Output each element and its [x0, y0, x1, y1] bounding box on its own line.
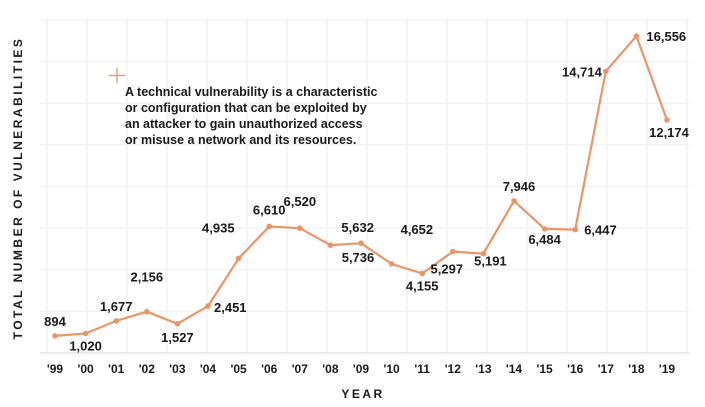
data-point [388, 261, 395, 267]
data-label: 4,935 [202, 221, 235, 236]
x-tick-label: '18 [628, 362, 645, 376]
x-tick-label: '00 [77, 362, 94, 376]
x-tick-label: '12 [445, 362, 462, 376]
data-label: 6,520 [284, 194, 317, 209]
data-label: 6,447 [584, 223, 617, 238]
y-axis-title: TOTAL NUMBER OF VULNERABILITIES [11, 37, 25, 340]
data-point [297, 225, 303, 231]
data-point [174, 320, 181, 327]
data-label: 5,632 [341, 220, 374, 235]
data-label: 7,946 [503, 179, 536, 194]
data-point [144, 308, 150, 315]
data-label: 14,714 [562, 64, 603, 79]
data-label: 2,156 [131, 270, 164, 285]
x-tick-label: '11 [414, 362, 430, 376]
x-tick-label: '16 [567, 362, 584, 376]
data-point [327, 242, 334, 248]
x-tick-label: '19 [659, 362, 676, 376]
data-labels: 8941,0201,6772,1561,5272,4514,9356,6106,… [44, 29, 690, 353]
x-tick-label: '13 [475, 362, 492, 376]
data-point [450, 248, 456, 255]
data-point [266, 223, 273, 230]
crosshair-marker-icon [109, 67, 125, 84]
annotation-line-2: or configuration that can be exploited b… [125, 101, 367, 115]
chart-grid [40, 18, 690, 354]
data-point [419, 270, 426, 277]
x-tick-label: '01 [108, 362, 125, 376]
annotation-line-4: or misuse a network and its resources. [125, 133, 356, 147]
data-label: 1,020 [69, 338, 102, 353]
x-tick-label: '15 [536, 362, 553, 376]
data-label: 6,484 [528, 232, 561, 247]
x-tick-label: '10 [383, 362, 400, 376]
data-label: 4,155 [406, 278, 439, 293]
data-point [113, 318, 119, 324]
x-tick-labels: '99 '00 '01 '02 '03 '04 '05 '06 '07 '08 '09 '10 '11 '… [47, 362, 676, 376]
data-point [480, 250, 487, 257]
data-point [358, 240, 364, 246]
data-label: 5,191 [474, 254, 507, 269]
x-tick-label: '17 [598, 362, 615, 376]
data-label: 2,451 [214, 300, 247, 315]
data-label: 4,652 [401, 222, 434, 237]
data-label: 5,297 [431, 262, 464, 277]
annotation-line-3: an attacker to gain unauthorized access [125, 117, 363, 131]
data-label: 1,527 [161, 330, 194, 345]
x-tick-label: '07 [292, 362, 309, 376]
data-point [572, 226, 578, 233]
x-tick-label: '06 [261, 362, 278, 376]
data-label: 1,677 [100, 299, 133, 314]
x-tick-label: '09 [353, 362, 370, 376]
annotation-line-1: A technical vulnerability is a character… [125, 85, 377, 99]
data-point [235, 255, 242, 262]
x-tick-label: '14 [506, 362, 523, 376]
data-point [52, 333, 58, 339]
data-label: 5,736 [342, 250, 375, 265]
data-label: 16,556 [646, 29, 686, 44]
data-point [633, 33, 640, 39]
x-axis-title: YEAR [341, 387, 384, 401]
x-tick-label: '03 [169, 362, 186, 376]
x-tick-label: '05 [230, 362, 247, 376]
data-label: 894 [44, 314, 66, 329]
x-tick-label: '99 [47, 362, 64, 376]
data-point [664, 117, 670, 123]
x-tick-label: '08 [322, 362, 339, 376]
data-point [511, 198, 517, 204]
data-label: 12,174 [649, 125, 690, 140]
x-tick-label: '02 [139, 362, 156, 376]
data-point [205, 303, 211, 309]
data-point [82, 330, 89, 337]
data-point [541, 226, 548, 232]
annotation-note: A technical vulnerability is a character… [109, 67, 377, 147]
data-point [603, 68, 609, 75]
x-tick-label: '04 [200, 362, 217, 376]
data-label: 6,610 [253, 202, 286, 217]
data-points [52, 33, 670, 339]
